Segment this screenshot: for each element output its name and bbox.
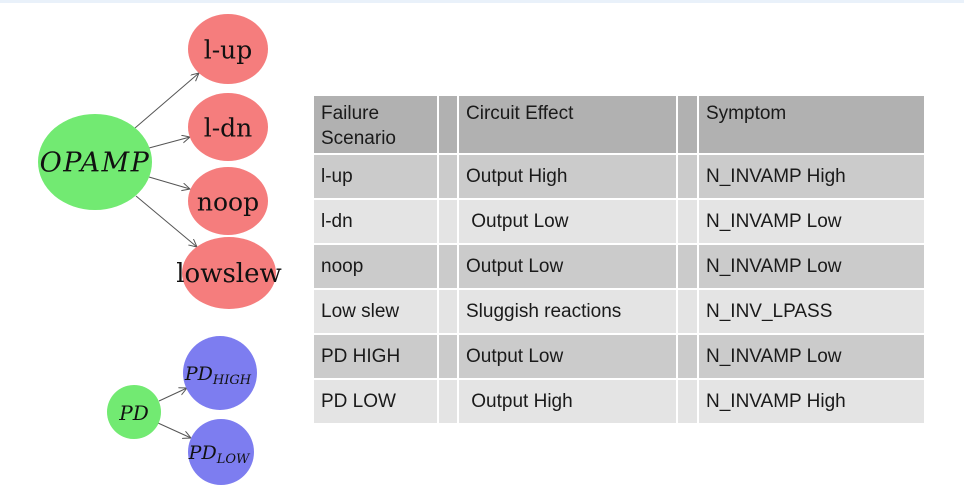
node-pd-high-subscript: HIGH — [212, 373, 252, 388]
table-spacer-cell — [678, 155, 697, 198]
table-spacer-cell — [439, 200, 457, 243]
node-pd-low-main: PD — [188, 442, 217, 464]
node-pd — [107, 385, 161, 439]
table-row-cell-symptom: N_INVAMP High — [699, 380, 924, 423]
table-row-cell-symptom: N_INVAMP Low — [699, 335, 924, 378]
edge-pd-high — [158, 388, 187, 402]
node-opamp-label: OPAMP — [40, 148, 151, 179]
node-l-dn-label: l-dn — [204, 114, 253, 143]
table-row-cell-scenario: Low slew — [314, 290, 437, 333]
table-row-cell-effect: Output Low — [459, 335, 676, 378]
node-l-up-label: l-up — [204, 36, 253, 65]
edge-pd-low — [157, 422, 191, 438]
table-row-cell-effect: Output High — [459, 380, 676, 423]
table-row-cell-symptom: N_INV_LPASS — [699, 290, 924, 333]
table-spacer-cell — [678, 290, 697, 333]
table-spacer-cell — [439, 96, 457, 153]
node-noop — [188, 167, 268, 235]
column-header-failure-scenario: Failure Scenario — [314, 96, 437, 153]
edge-opamp-lowslew — [135, 195, 197, 247]
table-spacer-cell — [678, 96, 697, 153]
table-spacer-cell — [439, 335, 457, 378]
edge-opamp-ldn — [148, 137, 190, 149]
table-row-cell-effect: Output Low — [459, 200, 676, 243]
table-spacer-cell — [439, 245, 457, 288]
node-pd-low — [188, 419, 254, 485]
table-spacer-cell — [439, 290, 457, 333]
pd-edges — [157, 388, 191, 438]
column-header-circuit-effect: Circuit Effect — [459, 96, 676, 153]
node-l-dn — [188, 93, 268, 161]
table-row-cell-effect: Output High — [459, 155, 676, 198]
table-spacer-cell — [439, 380, 457, 423]
opamp-edges — [134, 73, 199, 247]
node-pd-low-label: PDLOW — [188, 442, 251, 467]
edge-opamp-noop — [148, 176, 190, 189]
node-pd-high-main: PD — [184, 363, 213, 385]
top-border-strip — [0, 0, 964, 3]
table-spacer-cell — [678, 200, 697, 243]
node-pd-low-subscript: LOW — [216, 452, 251, 467]
table-spacer-cell — [678, 380, 697, 423]
node-noop-label: noop — [197, 188, 259, 217]
table-spacer-cell — [439, 155, 457, 198]
fault-tree-diagram: OPAMP l-up l-dn noop lowslew PD PDHIGH P… — [38, 14, 282, 485]
table-spacer-cell — [678, 245, 697, 288]
node-pd-label: PD — [118, 401, 149, 425]
node-pd-high — [183, 336, 257, 410]
table-row-cell-symptom: N_INVAMP Low — [699, 245, 924, 288]
table-row-cell-scenario: l-up — [314, 155, 437, 198]
table-spacer-cell — [678, 335, 697, 378]
node-pd-high-label: PDHIGH — [184, 363, 252, 388]
table-row-cell-symptom: N_INVAMP Low — [699, 200, 924, 243]
table-row-cell-scenario: PD LOW — [314, 380, 437, 423]
failure-scenario-table: Failure Scenario Circuit Effect Symptom … — [314, 96, 924, 423]
table-row-cell-symptom: N_INVAMP High — [699, 155, 924, 198]
table-row-cell-scenario: PD HIGH — [314, 335, 437, 378]
node-l-up — [188, 14, 268, 84]
node-opamp — [38, 114, 152, 210]
node-lowslew-label: lowslew — [176, 259, 282, 289]
table-row-cell-effect: Sluggish reactions — [459, 290, 676, 333]
table-row-cell-effect: Output Low — [459, 245, 676, 288]
table-row-cell-scenario: noop — [314, 245, 437, 288]
edge-opamp-lup — [134, 73, 199, 129]
table-row-cell-scenario: l-dn — [314, 200, 437, 243]
node-lowslew — [182, 237, 276, 309]
column-header-symptom: Symptom — [699, 96, 924, 153]
